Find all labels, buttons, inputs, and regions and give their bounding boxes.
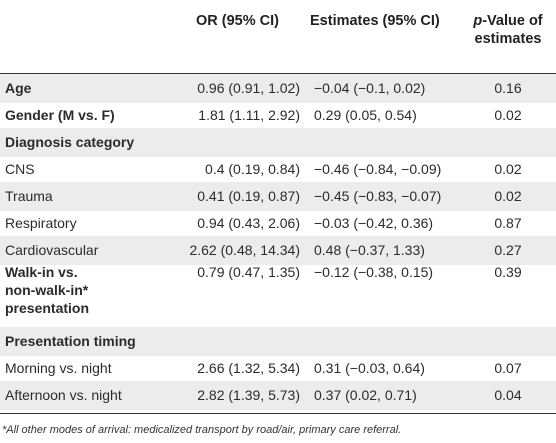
- row-estimate: −0.04 (−0.1, 0.02): [314, 80, 426, 96]
- row-or: 2.66 (1.32, 5.34): [197, 360, 300, 376]
- table-row: Respiratory 0.94 (0.43, 2.06) −0.03 (−0.…: [0, 209, 556, 238]
- row-p: 0.07: [494, 360, 522, 376]
- row-p: 0.02: [494, 161, 522, 177]
- row-p: 0.87: [494, 215, 522, 231]
- row-estimate: 0.37 (0.02, 0.71): [314, 387, 417, 403]
- row-estimate: −0.03 (−0.42, 0.36): [314, 215, 434, 231]
- row-or: 0.41 (0.19, 0.87): [197, 188, 300, 204]
- row-label: Respiratory: [5, 215, 77, 231]
- table-row: Presentation timing: [0, 327, 556, 356]
- bottom-rule: [0, 413, 556, 414]
- row-label: Presentation timing: [5, 333, 136, 349]
- table-row: Cardiovascular 2.62 (0.48, 14.34) 0.48 (…: [0, 236, 556, 265]
- row-p: 0.16: [494, 80, 522, 96]
- row-estimate: −0.45 (−0.83, −0.07): [314, 188, 442, 204]
- row-label-line: non-walk-in*: [5, 282, 89, 298]
- row-label: Age: [5, 80, 32, 96]
- table-footnote: *All other modes of arrival: medicalized…: [2, 424, 402, 436]
- row-label: Morning vs. night: [5, 360, 112, 376]
- header-estimates: Estimates (95% CI): [310, 13, 440, 29]
- header-or: OR (95% CI): [196, 13, 279, 29]
- row-p: 0.04: [494, 387, 522, 403]
- row-label: Gender (M vs. F): [5, 107, 115, 123]
- row-label: Diagnosis category: [5, 134, 135, 150]
- row-estimate: 0.48 (−0.37, 1.33): [314, 242, 425, 258]
- header-p-rest: -Value of: [482, 13, 543, 29]
- row-estimate: 0.31 (−0.03, 0.64): [314, 360, 425, 376]
- row-label: Afternoon vs. night: [5, 387, 122, 403]
- row-label-line: presentation: [5, 300, 90, 316]
- row-or: 2.82 (1.39, 5.73): [197, 387, 300, 403]
- row-or: 0.79 (0.47, 1.35): [197, 264, 300, 280]
- row-p: 0.02: [494, 188, 522, 204]
- row-label: CNS: [5, 161, 35, 177]
- row-or: 2.62 (0.48, 14.34): [189, 242, 300, 258]
- table-row: Diagnosis category: [0, 128, 556, 157]
- row-label: Trauma: [5, 188, 53, 204]
- table-row: Walk-in vs. non-walk-in* presentation 0.…: [0, 263, 556, 327]
- row-estimate: 0.29 (0.05, 0.54): [314, 107, 417, 123]
- table-row: Morning vs. night 2.66 (1.32, 5.34) 0.31…: [0, 354, 556, 383]
- row-label: Walk-in vs. non-walk-in* presentation: [5, 263, 89, 317]
- table-row: CNS 0.4 (0.19, 0.84) −0.46 (−0.84, −0.09…: [0, 155, 556, 184]
- row-label-line: Walk-in vs.: [5, 264, 78, 280]
- row-estimate: −0.46 (−0.84, −0.09): [314, 161, 442, 177]
- table-row: Age 0.96 (0.91, 1.02) −0.04 (−0.1, 0.02)…: [0, 74, 556, 103]
- table-row: Trauma 0.41 (0.19, 0.87) −0.45 (−0.83, −…: [0, 182, 556, 211]
- row-p: 0.39: [494, 264, 522, 280]
- table-row: Gender (M vs. F) 1.81 (1.11, 2.92) 0.29 …: [0, 101, 556, 130]
- row-p: 0.02: [494, 107, 522, 123]
- row-estimate: −0.12 (−0.38, 0.15): [314, 264, 434, 280]
- row-or: 0.94 (0.43, 2.06): [197, 215, 300, 231]
- header-rule: [0, 73, 556, 74]
- row-or: 0.4 (0.19, 0.84): [205, 161, 300, 177]
- header-p-italic: p: [473, 13, 483, 29]
- header-p-value: p-Value of estimates: [463, 12, 553, 48]
- row-label: Cardiovascular: [5, 242, 99, 258]
- header-p-line2: estimates: [474, 31, 542, 47]
- row-p: 0.27: [494, 242, 522, 258]
- row-or: 0.96 (0.91, 1.02): [197, 80, 300, 96]
- table-row: Afternoon vs. night 2.82 (1.39, 5.73) 0.…: [0, 381, 556, 410]
- row-or: 1.81 (1.11, 2.92): [198, 107, 300, 123]
